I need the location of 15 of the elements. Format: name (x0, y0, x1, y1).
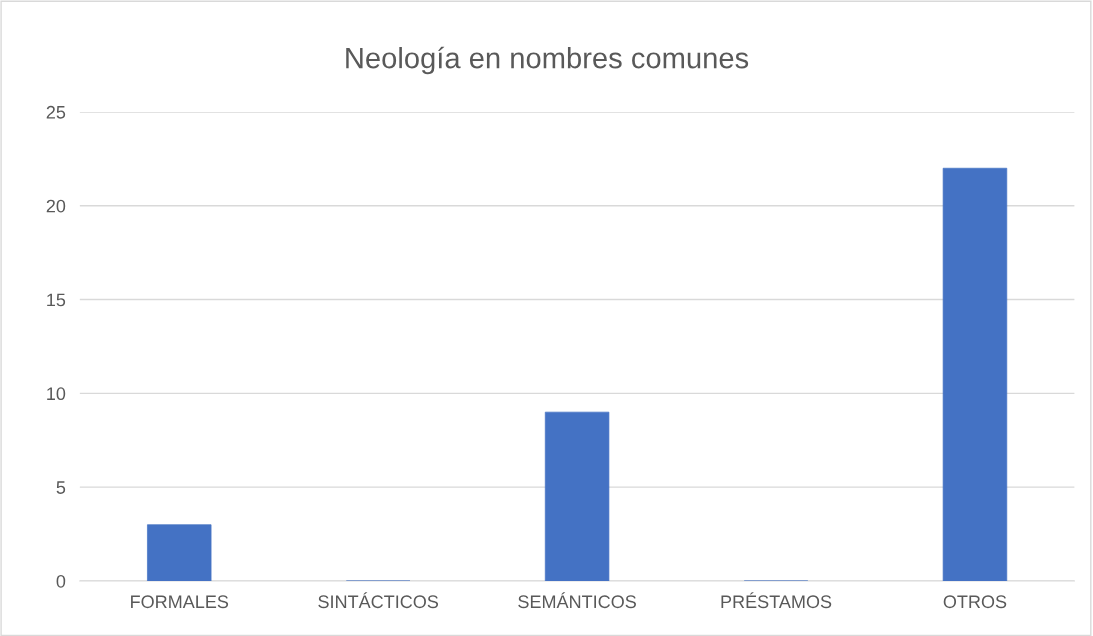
bar (544, 411, 610, 581)
y-tick-label: 25 (46, 105, 66, 119)
y-tick-label: 20 (46, 199, 66, 213)
bar (942, 167, 1008, 581)
y-tick-label: 5 (56, 481, 66, 494)
x-tick-label: OTROS (943, 595, 1007, 609)
y-tick-label: 10 (47, 387, 66, 401)
x-tick-label: SEMÁNTICOS (518, 592, 636, 609)
y-tick-label: 15 (47, 293, 66, 307)
bar (147, 524, 212, 581)
x-tick-label: PRÉSTAMOS (721, 592, 832, 609)
x-tick-label: SINTÁCTICOS (318, 592, 439, 609)
x-tick-label: FORMALES (131, 595, 229, 609)
chart-title: Neología en nombres comunes (346, 46, 749, 75)
y-tick-label: 0 (56, 574, 66, 588)
